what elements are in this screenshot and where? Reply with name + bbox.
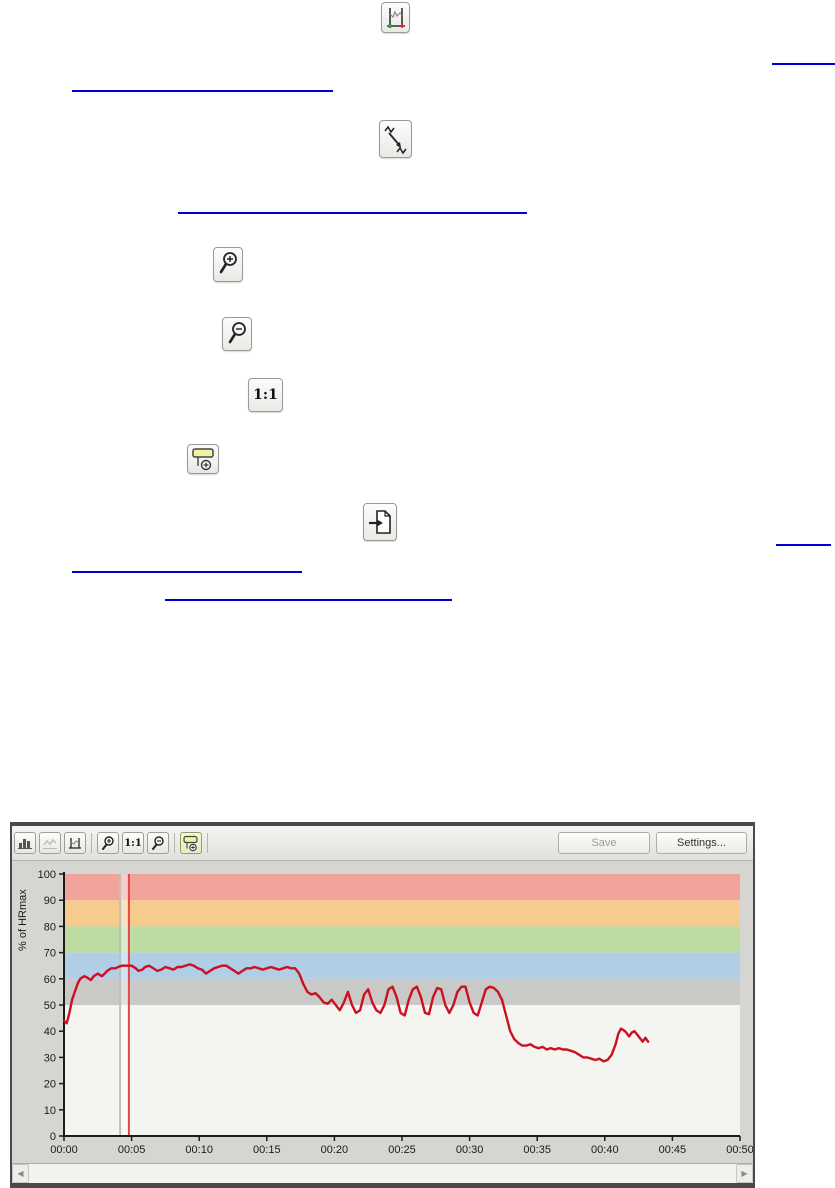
show-values-tooltip-icon-glyph [192,448,214,471]
one-to-one-icon[interactable]: 1:1 [248,378,283,412]
show-values-tooltip-icon-glyph [183,835,198,851]
export-to-file-icon[interactable] [363,503,397,541]
export-to-file-icon-glyph [369,510,391,534]
zoom-in-icon-glyph [219,252,237,274]
svg-text:90: 90 [44,895,56,907]
svg-text:40: 40 [44,1026,56,1038]
reduce-points-icon-glyph [384,125,407,155]
svg-text:100: 100 [38,869,56,881]
zoom-in-icon[interactable] [213,247,243,282]
scrollbar-track[interactable] [29,1164,736,1183]
svg-text:00:05: 00:05 [118,1144,146,1156]
graph-range-icon-glyph [387,8,405,28]
hyperlink-underline-5[interactable] [72,571,302,573]
scroll-left-icon[interactable]: ◀ [12,1164,29,1183]
save-button[interactable]: Save [558,832,650,854]
svg-text:0: 0 [50,1131,56,1143]
svg-text:00:50: 00:50 [726,1144,753,1156]
bar-chart-icon[interactable] [14,832,36,854]
zoom-out-icon[interactable] [147,832,169,854]
svg-text:00:35: 00:35 [523,1144,551,1156]
svg-text:00:00: 00:00 [50,1144,78,1156]
hyperlink-underline-2[interactable] [72,90,333,92]
svg-text:00:20: 00:20 [321,1144,349,1156]
hr-curve-panel: 1:1 Save Settings... [10,822,755,1188]
toolbar-separator [174,833,175,853]
svg-text:70: 70 [44,948,56,960]
svg-text:% of HRmax: % of HRmax [17,889,29,951]
svg-text:00:10: 00:10 [185,1144,213,1156]
area-chart-disabled-icon-glyph [43,838,57,849]
one-to-one-label: 1:1 [124,837,142,849]
hyperlink-underline-6[interactable] [165,599,452,601]
svg-text:00:15: 00:15 [253,1144,281,1156]
show-values-tooltip-icon[interactable] [187,444,219,474]
graph-range-icon-glyph [69,838,81,849]
chart-toolbar: 1:1 Save Settings... [12,826,753,861]
hyperlink-underline-3[interactable] [178,212,527,214]
graph-range-icon[interactable] [381,2,410,33]
svg-text:80: 80 [44,921,56,933]
svg-text:00:45: 00:45 [659,1144,687,1156]
settings-button[interactable]: Settings... [656,832,747,854]
zoom-out-icon-glyph [228,322,246,344]
reduce-points-icon[interactable] [379,120,412,158]
scroll-right-icon[interactable]: ▶ [736,1164,753,1183]
svg-text:00:40: 00:40 [591,1144,619,1156]
svg-text:10: 10 [44,1105,56,1117]
hr-chart-area: 100 90 80 70 60 50 40 30 20 10 0 00:00 00:05 00:10 00:… [12,861,753,1163]
bar-chart-icon-glyph [18,839,32,849]
svg-text:00:30: 00:30 [456,1144,484,1156]
svg-text:60: 60 [44,974,56,986]
svg-text:30: 30 [44,1052,56,1064]
hyperlink-underline-4[interactable] [776,544,831,546]
zoom-in-icon[interactable] [97,832,119,854]
svg-text:50: 50 [44,1000,56,1012]
zoom-out-icon-glyph [152,836,164,850]
zoom-in-icon-glyph [102,836,114,850]
graph-range-icon[interactable] [64,832,86,854]
toolbar-separator [207,833,208,853]
chart-horizontal-scrollbar[interactable]: ◀ ▶ [12,1163,753,1183]
one-to-one-button[interactable]: 1:1 [122,832,144,854]
toolbar-separator [91,833,92,853]
one-to-one-label: 1:1 [253,387,278,403]
show-values-tooltip-icon[interactable] [180,832,202,854]
area-chart-disabled-icon [39,832,61,854]
hyperlink-underline-1[interactable] [772,63,835,65]
svg-text:00:25: 00:25 [388,1144,416,1156]
svg-text:20: 20 [44,1079,56,1091]
zoom-out-icon[interactable] [222,317,252,351]
